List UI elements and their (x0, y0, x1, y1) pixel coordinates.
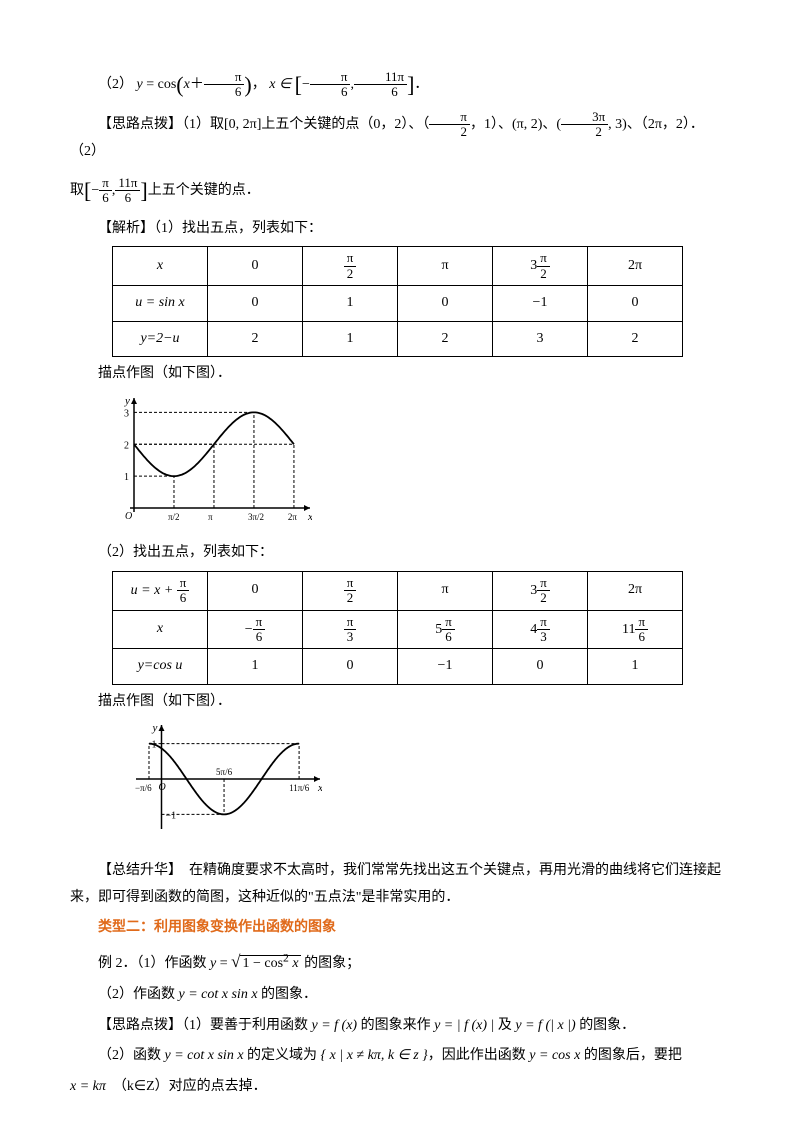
svg-text:π: π (208, 512, 213, 522)
sol-2-heading: （2）找出五点，列表如下： (70, 540, 723, 567)
hint-2-1: 【思路点拨】（1）要善于利用函数 y = f (x) 的图象来作 y = | f… (70, 1013, 723, 1040)
hint-1: 【思路点拨】（1）取[0, 2π]上五个关键的点（0，2）、（π2，1）、(π,… (70, 110, 723, 166)
svg-text:5π/6: 5π/6 (216, 767, 233, 777)
plot-2-caption: 描点作图（如下图）． (70, 689, 723, 716)
svg-text:2: 2 (124, 440, 129, 451)
chart-2: y x −π/6 O 5π/6 11π/6 1 −1 (112, 721, 723, 852)
svg-text:1: 1 (124, 472, 129, 483)
hint-2: 取[−π6,11π6]上五个关键的点． (70, 170, 723, 212)
svg-text:1: 1 (152, 740, 157, 751)
svg-text:y: y (152, 722, 158, 734)
example-2-1: 例 2．（1）作函数 y = √1 − cos2 x 的图象； (70, 946, 723, 978)
svg-text:2π: 2π (288, 512, 298, 522)
example-2-2: （2）作函数 y = cot x sin x 的图象． (70, 982, 723, 1009)
svg-text:−1: −1 (166, 811, 177, 822)
svg-text:3: 3 (124, 408, 129, 419)
summary: 【总结升华】 在精确度要求不太高时，我们常常先找出这五个关键点，再用光滑的曲线将… (70, 858, 723, 911)
svg-text:π/2: π/2 (168, 512, 180, 522)
svg-text:3π/2: 3π/2 (248, 512, 264, 522)
svg-text:O: O (159, 782, 166, 793)
sol-1-heading: 【解析】（1）找出五点，列表如下： (70, 216, 723, 243)
chart-1: y x π/2 π 3π/2 2π O 1 2 3 (112, 394, 723, 535)
svg-text:11π/6: 11π/6 (289, 783, 310, 793)
hint-2-2a: （2）函数 y = cot x sin x 的定义域为 { x | x ≠ kπ… (70, 1043, 723, 1070)
hint-2-2b: x = kπ （k∈Z）对应的点去掉． (70, 1074, 723, 1101)
svg-text:−π/6: −π/6 (135, 783, 152, 793)
plot-1-caption: 描点作图（如下图）． (70, 361, 723, 388)
eq-2: （2） y = cos(x＋π6)， x ∈ [−π6,11π6]． (70, 64, 723, 106)
type-2-heading: 类型二：利用图象变换作出函数的图象 (70, 915, 723, 942)
table-2: u = x + π60π2π3π22πx−π6π35π64π311π6y=cos… (112, 571, 683, 685)
svg-text:y: y (124, 395, 130, 407)
svg-text:x: x (307, 511, 312, 523)
table-1: x0π2π3π22πu = sin x010−10y=2−u21232 (112, 246, 683, 357)
svg-text:x: x (317, 782, 322, 794)
svg-text:O: O (125, 511, 132, 522)
